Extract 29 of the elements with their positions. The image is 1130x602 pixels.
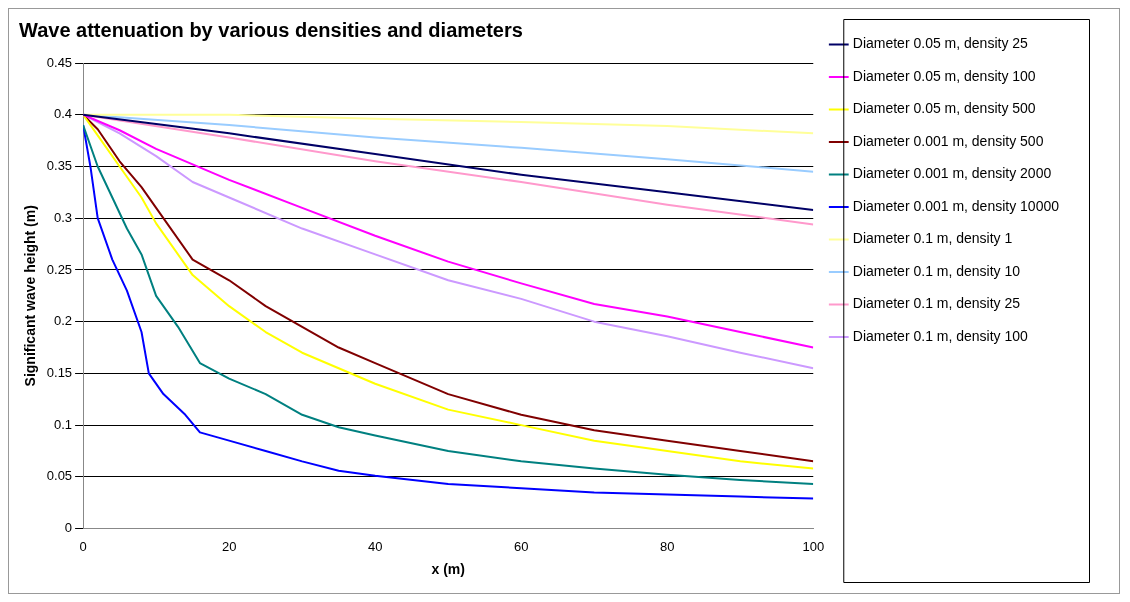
legend-label: Diameter 0.001 m, density 500 [852, 132, 1044, 149]
legend-label: Diameter 0.05 m, density 100 [852, 67, 1036, 84]
legend-label: Diameter 0.001 m, density 2000 [852, 165, 1052, 182]
y-tick-label: 0.3 [54, 209, 73, 225]
legend-label: Diameter 0.1 m, density 100 [852, 327, 1029, 344]
x-tick-label: 80 [660, 538, 675, 554]
legend-label: Diameter 0.05 m, density 25 [852, 35, 1029, 52]
y-tick-label: 0.25 [46, 261, 73, 277]
legend-label: Diameter 0.1 m, density 25 [852, 295, 1021, 312]
y-tick-label: 0.35 [46, 158, 73, 174]
y-axis-title: Significant wave height (m) [22, 205, 39, 387]
legend-label: Diameter 0.1 m, density 10 [852, 262, 1021, 279]
x-tick-label: 40 [367, 538, 383, 554]
legend-label: Diameter 0.05 m, density 500 [852, 100, 1036, 117]
y-tick-label: 0.05 [46, 468, 73, 484]
y-tick-label: 0.2 [54, 313, 73, 329]
x-tick-label: 100 [802, 538, 825, 554]
y-tick-label: 0.4 [54, 106, 73, 122]
legend-label: Diameter 0.001 m, density 10000 [852, 197, 1060, 214]
y-tick-label: 0.15 [46, 364, 73, 380]
y-tick-label: 0.1 [54, 416, 73, 432]
x-tick-label: 20 [221, 538, 237, 554]
x-axis-title: x (m) [431, 561, 465, 578]
y-tick-label: 0.45 [46, 54, 73, 70]
legend-label: Diameter 0.1 m, density 1 [852, 230, 1013, 247]
chart-title: Wave attenuation by various densities and diameters [19, 18, 523, 41]
x-tick-label: 60 [513, 538, 529, 554]
y-tick-label: 0 [64, 520, 73, 536]
x-tick-label: 0 [79, 538, 87, 554]
